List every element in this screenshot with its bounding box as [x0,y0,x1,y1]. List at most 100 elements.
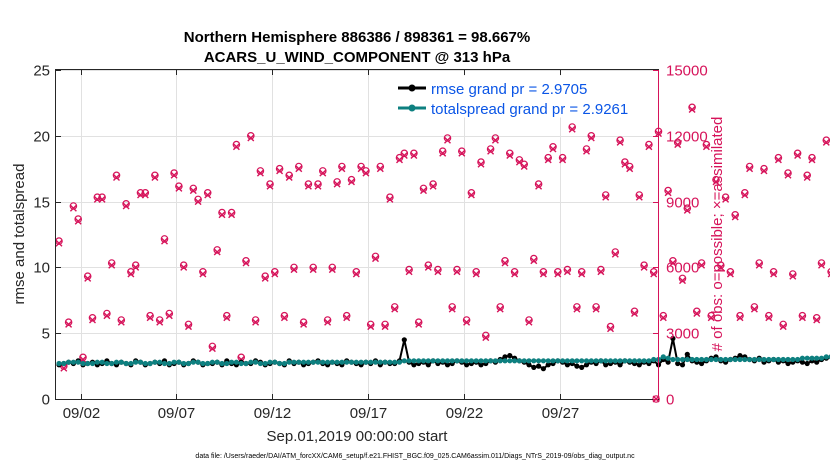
rmse-point [670,335,676,342]
totalspread-point [267,359,273,365]
totalspread-point [80,360,86,367]
obs-assimilated-point [304,182,312,190]
rmse-point [444,362,451,368]
obs-assimilated-point [204,191,212,199]
obs-assimilated-point [180,263,188,271]
totalspread-point [66,359,72,365]
obs-possible-point [309,263,318,272]
totalspread-point [617,358,623,364]
legend-rmse-label: rmse grand pr = 2.9705 [431,81,587,98]
y2-tick-label: 3000 [666,326,699,343]
x-tick-label: 09/12 [254,405,292,422]
obs-possible-point [501,256,509,265]
obs-assimilated-point [501,259,509,267]
obs-possible-point [467,189,476,197]
rmse-point [617,362,623,368]
obs-possible-point [208,342,217,351]
totalspread-point [622,358,628,364]
obs-assimilated-point [276,167,284,175]
obs-possible-point [606,322,615,331]
obs-assimilated-point [348,178,355,186]
obs-possible-point [366,320,375,329]
totalspread-point [444,358,451,364]
totalspread-point [727,356,734,363]
totalspread-point [286,359,292,365]
totalspread-point [416,358,422,364]
obs-possible-point [117,316,126,324]
totalspread-point [583,358,590,364]
rmse-point [526,362,532,368]
totalspread-point [89,360,96,367]
obs-assimilated-point [722,195,730,203]
totalspread-point [454,358,460,364]
totalspread-point [161,360,168,367]
rmse-point [478,362,484,368]
obs-assimilated-point [664,189,672,197]
obs-possible-point [314,180,322,188]
obs-assimilated-point [343,314,351,322]
obs-possible-point [745,162,754,171]
obs-possible-point [621,158,629,166]
obs-assimilated-point [309,266,317,274]
obs-assimilated-point [352,270,360,278]
totalspread-point [569,358,575,364]
obs-possible-point [443,134,452,142]
totalspread-point [320,359,326,365]
obs-possible-point [472,267,481,276]
obs-assimilated-point [683,206,691,214]
obs-possible-point [218,208,226,217]
obs-possible-point [611,248,620,256]
obs-possible-point [107,259,116,267]
obs-assimilated-point [803,174,811,181]
rmse-point [737,353,743,359]
totalspread-point [511,358,518,364]
obs-possible-point [587,132,596,140]
obs-assimilated-point [448,305,456,313]
totalspread-point [171,359,177,365]
obs-possible-point [529,254,538,263]
obs-assimilated-point [400,152,408,159]
totalspread-point [747,356,753,363]
obs-possible-point [678,274,687,283]
obs-possible-point [726,267,735,276]
totalspread-point [185,360,192,367]
footnote: data file: /Users/raeder/DAI/ATM_forcXX/… [195,453,635,460]
obs-possible-point [568,123,577,131]
obs-assimilated-point [295,165,303,173]
totalspread-point [775,356,782,363]
obs-possible-point [127,267,135,276]
totalspread-point [219,360,225,367]
obs-assimilated-point [770,270,778,278]
rmse-point [603,362,609,368]
totalspread-point [329,359,335,365]
obs-assimilated-point [185,323,192,331]
x-tick-label: 09/17 [350,405,388,422]
totalspread-point [751,356,758,363]
obs-possible-point [333,178,341,186]
obs-assimilated-point [746,165,754,173]
rmse-point [679,362,686,368]
obs-assimilated-point [511,270,519,278]
rmse-point [583,362,590,368]
totalspread-point [670,356,676,363]
totalspread-point [109,360,115,367]
obs-assimilated-point [755,261,763,269]
obs-assimilated-point [602,193,610,201]
y-tick-label: 15 [33,195,50,212]
obs-possible-point [712,175,720,184]
obs-possible-point [448,303,457,311]
totalspread-point [104,360,110,367]
totalspread-point [636,358,642,364]
obs-assimilated-point [84,274,92,282]
totalspread-point [94,359,100,365]
obs-assimilated-point [544,156,552,164]
rmse-point [502,354,508,360]
obs-assimilated-point [170,171,178,179]
obs-possible-point [601,191,610,199]
totalspread-point [579,358,585,364]
rmse-point [814,359,820,365]
totalspread-point [478,358,484,364]
obs-possible-point [424,261,433,270]
obs-possible-point [558,153,567,162]
obs-possible-point [357,162,365,171]
